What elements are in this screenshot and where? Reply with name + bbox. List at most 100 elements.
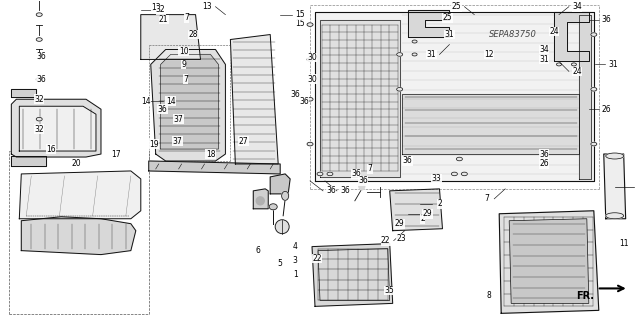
Ellipse shape bbox=[412, 53, 417, 56]
Text: 26: 26 bbox=[540, 160, 549, 168]
Text: SEPA83750: SEPA83750 bbox=[489, 30, 537, 39]
Text: 36: 36 bbox=[403, 157, 413, 166]
Text: 32: 32 bbox=[35, 125, 44, 134]
Polygon shape bbox=[579, 15, 591, 179]
Text: 16: 16 bbox=[46, 145, 56, 153]
Polygon shape bbox=[315, 12, 594, 181]
Text: 1: 1 bbox=[292, 270, 298, 279]
Text: 25: 25 bbox=[443, 13, 452, 22]
Text: 23: 23 bbox=[397, 234, 406, 243]
Text: 37: 37 bbox=[173, 115, 184, 124]
Ellipse shape bbox=[451, 172, 458, 176]
Polygon shape bbox=[141, 15, 200, 59]
Ellipse shape bbox=[317, 172, 323, 176]
Ellipse shape bbox=[605, 213, 623, 219]
Text: 36: 36 bbox=[602, 15, 612, 24]
Ellipse shape bbox=[256, 197, 264, 205]
Ellipse shape bbox=[307, 142, 313, 146]
Text: 33: 33 bbox=[431, 174, 442, 183]
Text: 36: 36 bbox=[358, 176, 368, 185]
Text: 36: 36 bbox=[299, 97, 309, 106]
Text: 32: 32 bbox=[35, 95, 44, 104]
Polygon shape bbox=[253, 189, 268, 209]
Ellipse shape bbox=[307, 98, 313, 101]
Text: 31: 31 bbox=[427, 50, 436, 59]
Ellipse shape bbox=[269, 204, 277, 210]
Ellipse shape bbox=[307, 23, 313, 26]
Text: 7: 7 bbox=[484, 194, 489, 203]
Text: 36: 36 bbox=[340, 186, 350, 195]
Text: 36: 36 bbox=[326, 186, 336, 195]
Text: 7: 7 bbox=[184, 13, 189, 22]
Text: 17: 17 bbox=[111, 150, 121, 159]
Text: 30: 30 bbox=[307, 75, 317, 84]
Ellipse shape bbox=[36, 38, 42, 41]
Text: 21: 21 bbox=[159, 15, 168, 24]
Polygon shape bbox=[270, 174, 290, 194]
Text: 24: 24 bbox=[572, 67, 582, 76]
Ellipse shape bbox=[36, 78, 42, 81]
Text: 32: 32 bbox=[156, 5, 166, 14]
Text: 13: 13 bbox=[151, 3, 161, 12]
Text: 19: 19 bbox=[149, 140, 159, 149]
Ellipse shape bbox=[591, 142, 596, 146]
Polygon shape bbox=[230, 34, 278, 164]
Ellipse shape bbox=[282, 191, 289, 200]
Ellipse shape bbox=[327, 172, 333, 176]
Polygon shape bbox=[604, 154, 626, 219]
Ellipse shape bbox=[556, 63, 561, 66]
Ellipse shape bbox=[572, 63, 577, 66]
Text: 37: 37 bbox=[173, 137, 182, 145]
Ellipse shape bbox=[591, 33, 596, 36]
Polygon shape bbox=[408, 10, 449, 37]
Text: 25: 25 bbox=[452, 2, 461, 11]
Ellipse shape bbox=[461, 172, 467, 176]
Text: 36: 36 bbox=[36, 52, 46, 61]
Polygon shape bbox=[148, 161, 280, 174]
Ellipse shape bbox=[397, 53, 403, 56]
Text: 35: 35 bbox=[385, 286, 395, 295]
Text: 36: 36 bbox=[36, 75, 46, 84]
Polygon shape bbox=[312, 244, 393, 306]
Polygon shape bbox=[151, 49, 225, 161]
Text: 34: 34 bbox=[539, 45, 549, 54]
Text: 27: 27 bbox=[239, 137, 248, 145]
Text: 31: 31 bbox=[540, 55, 549, 64]
Polygon shape bbox=[19, 171, 141, 219]
Text: 14: 14 bbox=[166, 97, 175, 106]
Text: 24: 24 bbox=[549, 27, 559, 36]
Ellipse shape bbox=[275, 220, 289, 234]
Text: 28: 28 bbox=[189, 30, 198, 39]
Text: 4: 4 bbox=[292, 242, 298, 251]
Ellipse shape bbox=[591, 87, 596, 91]
Polygon shape bbox=[554, 12, 589, 62]
Ellipse shape bbox=[36, 117, 42, 121]
Polygon shape bbox=[12, 156, 46, 166]
Text: 36: 36 bbox=[290, 90, 300, 99]
Text: 31: 31 bbox=[445, 30, 454, 39]
Ellipse shape bbox=[36, 13, 42, 16]
Text: 30: 30 bbox=[307, 53, 317, 62]
Polygon shape bbox=[499, 211, 599, 313]
Text: 31: 31 bbox=[608, 60, 618, 69]
Text: 15: 15 bbox=[295, 10, 305, 19]
Text: 29: 29 bbox=[395, 219, 404, 228]
Polygon shape bbox=[12, 99, 101, 157]
Text: 18: 18 bbox=[205, 150, 215, 159]
Text: 2: 2 bbox=[420, 214, 425, 223]
Text: 15: 15 bbox=[295, 19, 305, 28]
Text: 13: 13 bbox=[203, 2, 212, 11]
Ellipse shape bbox=[397, 87, 403, 91]
Text: 6: 6 bbox=[256, 246, 260, 255]
Text: 8: 8 bbox=[487, 291, 492, 300]
Text: 9: 9 bbox=[181, 60, 186, 69]
Polygon shape bbox=[509, 219, 589, 303]
Text: 7: 7 bbox=[183, 75, 188, 84]
Text: 5: 5 bbox=[278, 259, 283, 268]
Text: 34: 34 bbox=[572, 2, 582, 11]
Polygon shape bbox=[320, 19, 399, 177]
Text: 22: 22 bbox=[312, 254, 322, 263]
Text: 2: 2 bbox=[437, 199, 442, 208]
Polygon shape bbox=[161, 55, 218, 149]
Text: 11: 11 bbox=[619, 239, 628, 248]
